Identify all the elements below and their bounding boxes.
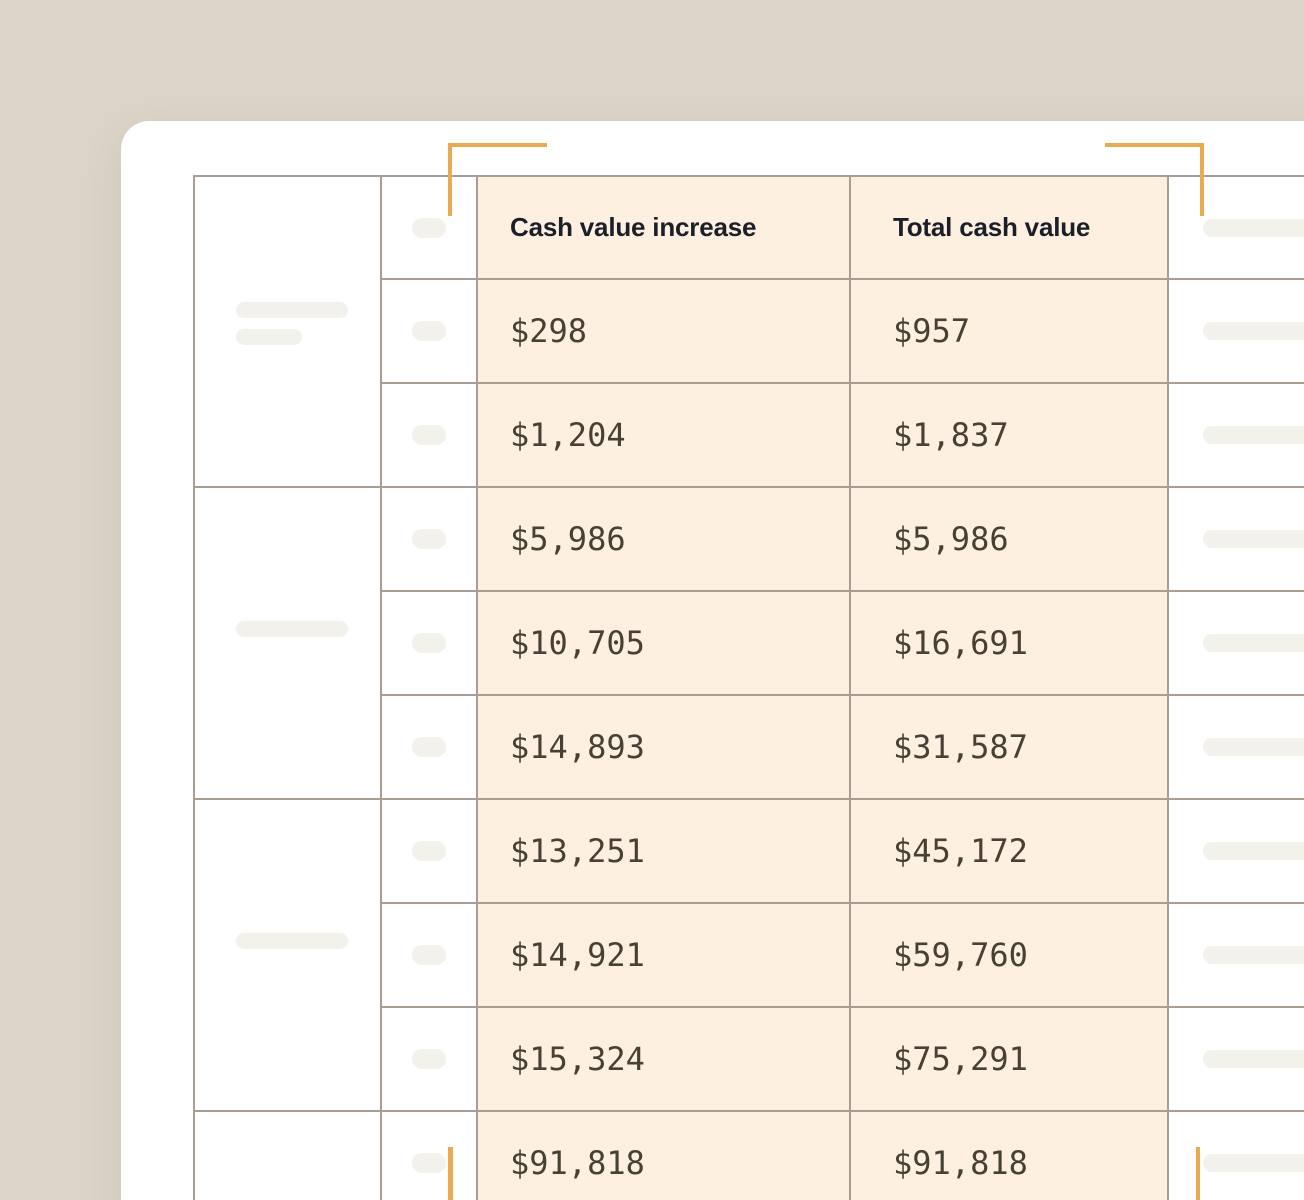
text-placeholder-stack (236, 302, 348, 345)
cash-value-increase-cell: $14,893 (478, 696, 849, 798)
right-column-skeleton (1169, 1112, 1304, 1200)
text-placeholder-bar (236, 329, 302, 345)
cash-value-increase-cell: $1,204 (478, 384, 849, 486)
cash-value-table: Cash value increase $298 $1,204 $5,986 $… (193, 175, 1304, 1200)
text-placeholder-bar (236, 933, 348, 949)
cash-value-increase-cell: $14,921 (478, 904, 849, 1006)
cash-value-increase-cell: $5,986 (478, 488, 849, 590)
right-column-skeleton (1169, 592, 1304, 694)
total-cash-value-cell: $59,760 (851, 904, 1167, 1006)
row-marker-skeleton (382, 280, 476, 382)
text-placeholder-bar (236, 302, 348, 318)
row-marker-skeleton (382, 177, 476, 278)
placeholder-pill (412, 633, 446, 653)
text-placeholder-bar (1203, 1154, 1304, 1172)
row-marker-skeleton (382, 696, 476, 798)
cash-value-increase-cell: $10,705 (478, 592, 849, 694)
row-marker-skeleton (382, 1008, 476, 1110)
text-placeholder-bar (1203, 218, 1304, 237)
total-cash-value-cell: $957 (851, 280, 1167, 382)
placeholder-pill (412, 321, 446, 341)
row-group-label-skeleton (195, 1112, 380, 1200)
text-placeholder-bar (1203, 322, 1304, 340)
row-marker-skeleton (382, 800, 476, 902)
right-column-skeleton (1169, 1008, 1304, 1110)
text-placeholder-bar (1203, 530, 1304, 548)
highlight-bracket-bottom-right (1195, 1147, 1200, 1200)
highlight-bracket-top-left (448, 143, 547, 216)
text-placeholder-bar (1203, 738, 1304, 756)
right-column-skeleton (1169, 800, 1304, 902)
placeholder-pill (412, 1049, 446, 1069)
right-column-skeleton (1169, 384, 1304, 486)
right-column-skeleton (1169, 488, 1304, 590)
cash-value-increase-cell: $15,324 (478, 1008, 849, 1110)
placeholder-pill (412, 217, 446, 238)
highlight-bracket-bottom-left (448, 1147, 453, 1200)
text-placeholder-bar (1203, 426, 1304, 444)
column-header-total-cash-value: Total cash value (851, 177, 1167, 278)
column-header-cash-value-increase: Cash value increase (478, 177, 849, 278)
total-cash-value-cell: $31,587 (851, 696, 1167, 798)
right-column-skeleton (1169, 177, 1304, 278)
highlight-bracket-top-right (1105, 143, 1204, 216)
row-marker-skeleton (382, 488, 476, 590)
row-marker-skeleton (382, 592, 476, 694)
placeholder-pill (412, 1153, 446, 1173)
placeholder-pill (412, 945, 446, 965)
row-group-label-skeleton (195, 800, 380, 1110)
text-placeholder-bar (1203, 946, 1304, 964)
total-cash-value-cell: $45,172 (851, 800, 1167, 902)
placeholder-pill (412, 425, 446, 445)
right-column-skeleton (1169, 904, 1304, 1006)
text-placeholder-bar (236, 621, 348, 637)
right-column-skeleton (1169, 696, 1304, 798)
placeholder-pill (412, 737, 446, 757)
text-placeholder-bar (1203, 634, 1304, 652)
text-placeholder-bar (1203, 842, 1304, 860)
total-cash-value-cell: $91,818 (851, 1112, 1167, 1200)
placeholder-pill (412, 841, 446, 861)
row-group-label-skeleton (195, 488, 380, 798)
row-marker-skeleton (382, 904, 476, 1006)
cash-value-increase-cell: $91,818 (478, 1112, 849, 1200)
total-cash-value-cell: $75,291 (851, 1008, 1167, 1110)
row-marker-skeleton (382, 384, 476, 486)
placeholder-pill (412, 529, 446, 549)
total-cash-value-cell: $1,837 (851, 384, 1167, 486)
total-cash-value-cell: $5,986 (851, 488, 1167, 590)
row-marker-skeleton (382, 1112, 476, 1200)
text-placeholder-bar (1203, 1050, 1304, 1068)
right-column-skeleton (1169, 280, 1304, 382)
cash-value-increase-cell: $13,251 (478, 800, 849, 902)
total-cash-value-cell: $16,691 (851, 592, 1167, 694)
row-group-label-skeleton (195, 177, 380, 486)
cash-value-increase-cell: $298 (478, 280, 849, 382)
